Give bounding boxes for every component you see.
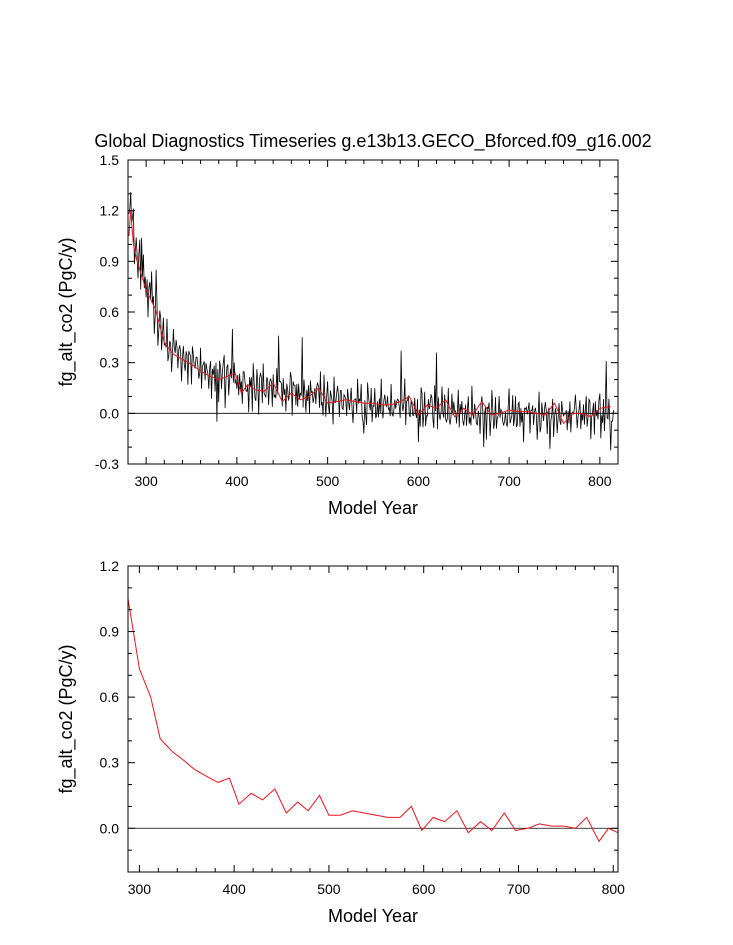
series-line-0 [128,598,618,843]
x-tick-label: 700 [507,881,531,897]
plot-frame [127,159,619,465]
x-tick-label: 500 [316,473,340,489]
y-axis-title: fg_alt_co2 (PgC/y) [56,237,77,386]
x-tick-label: 400 [225,473,249,489]
smoothed-series-line [128,210,611,425]
y-tick-label: 1.2 [100,203,120,219]
x-tick-label: 500 [317,881,341,897]
x-tick-label: 800 [588,473,612,489]
x-tick-label: 300 [134,473,158,489]
y-tick-label: 0.6 [100,689,120,705]
chart-title: Global Diagnostics Timeseries g.e13b13.G… [94,131,651,152]
plot-frame [127,565,619,873]
y-tick-label: -0.3 [95,456,119,472]
raw-series-line [128,192,614,451]
y-tick-label: 0.0 [100,820,120,836]
x-tick-label: 600 [407,473,431,489]
top-panel: 300 400 500 600 700 800 -0.3 0.0 0.3 0.6 0.9 1.2 1.5… [56,152,619,518]
x-axis-title: Model Year [328,498,418,518]
y-tick-label: 1.2 [100,558,120,574]
x-tick-label: 600 [412,881,436,897]
y-tick-label: 0.6 [100,304,120,320]
x-tick-label: 300 [128,881,152,897]
x-tick-label: 800 [602,881,626,897]
bottom-panel: 300 400 500 600 700 800 0.0 0.3 0.6 0.9 1.2 Model Y… [56,558,625,926]
x-tick-label: 400 [222,881,246,897]
y-axis-title: fg_alt_co2 (PgC/y) [56,644,77,793]
y-tick-label: 0.0 [100,405,120,421]
y-tick-label: 0.3 [100,355,120,371]
y-tick-label: 0.9 [100,253,120,269]
y-tick-label: 0.3 [100,755,120,771]
y-tick-label: 0.9 [100,624,120,640]
y-tick-label: 1.5 [100,152,120,168]
x-axis-title: Model Year [328,906,418,926]
x-tick-label: 700 [497,473,521,489]
